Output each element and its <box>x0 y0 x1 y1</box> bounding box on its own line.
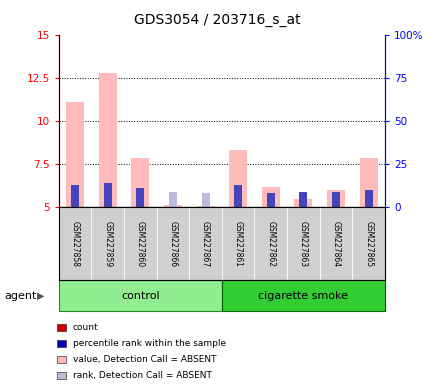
Bar <box>294 199 312 207</box>
Bar <box>299 192 307 207</box>
Text: GSM227867: GSM227867 <box>201 221 210 267</box>
Bar <box>71 185 79 207</box>
Bar <box>364 190 372 207</box>
Text: GSM227864: GSM227864 <box>331 221 340 267</box>
Text: count: count <box>72 323 98 332</box>
Text: ▶: ▶ <box>37 291 44 301</box>
Bar <box>99 73 116 207</box>
Text: agent: agent <box>4 291 36 301</box>
Bar <box>201 193 209 207</box>
Bar <box>229 150 247 207</box>
Bar <box>331 192 339 207</box>
Text: value, Detection Call = ABSENT: value, Detection Call = ABSENT <box>72 355 216 364</box>
Bar <box>103 183 112 207</box>
Bar <box>266 193 274 207</box>
Bar <box>326 190 344 207</box>
Text: GSM227859: GSM227859 <box>103 221 112 267</box>
Text: GSM227865: GSM227865 <box>363 221 372 267</box>
Bar <box>261 187 279 207</box>
Bar <box>131 158 149 207</box>
Text: control: control <box>121 291 159 301</box>
Text: GSM227866: GSM227866 <box>168 221 177 267</box>
Text: GSM227858: GSM227858 <box>70 221 79 267</box>
Text: GSM227863: GSM227863 <box>298 221 307 267</box>
Text: GDS3054 / 203716_s_at: GDS3054 / 203716_s_at <box>134 13 300 27</box>
Bar <box>233 185 242 207</box>
Bar <box>136 188 144 207</box>
Text: GSM227862: GSM227862 <box>266 221 275 267</box>
Bar <box>164 205 181 207</box>
Bar <box>359 158 377 207</box>
Bar <box>168 192 177 207</box>
Text: percentile rank within the sample: percentile rank within the sample <box>72 339 225 348</box>
Text: cigarette smoke: cigarette smoke <box>258 291 348 301</box>
Text: GSM227861: GSM227861 <box>233 221 242 267</box>
Text: GSM227860: GSM227860 <box>135 221 145 267</box>
Text: rank, Detection Call = ABSENT: rank, Detection Call = ABSENT <box>72 371 211 381</box>
Bar <box>196 206 214 207</box>
Bar <box>66 102 84 207</box>
